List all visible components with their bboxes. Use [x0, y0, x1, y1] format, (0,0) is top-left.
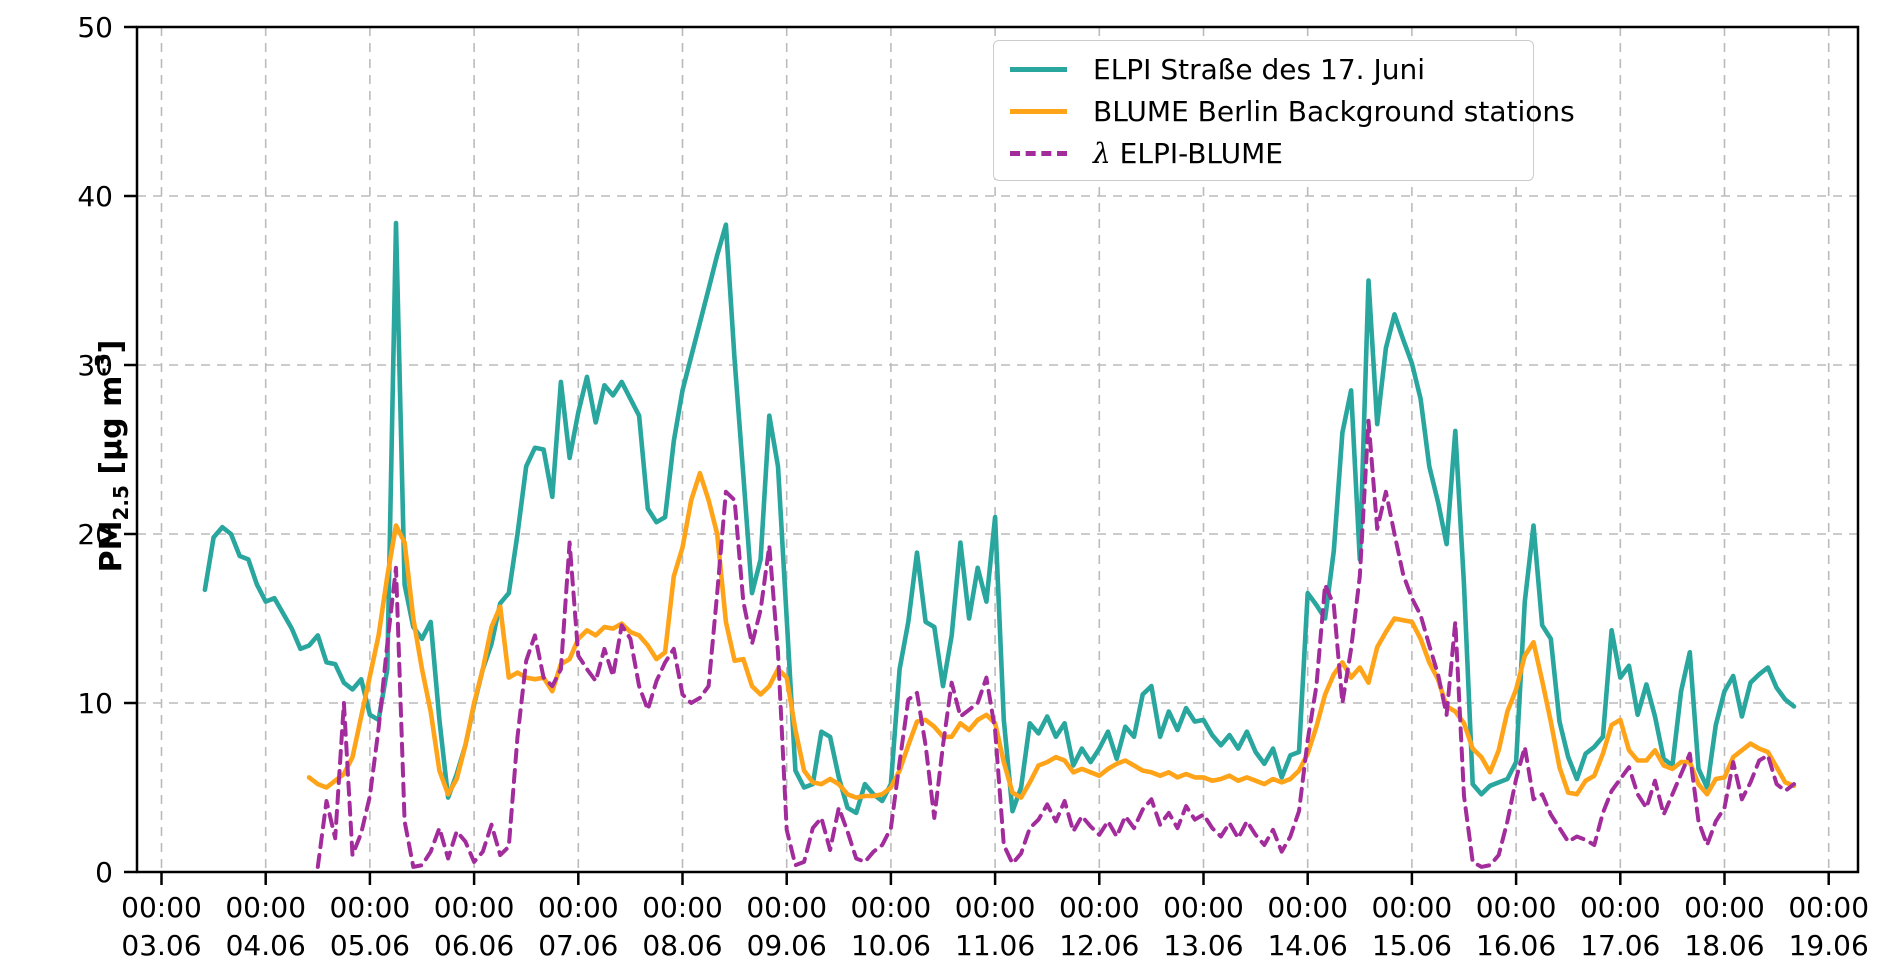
x-tick-date-label: 19.06: [1789, 929, 1869, 962]
x-tick-date-label: 08.06: [642, 929, 722, 962]
legend-item-blume: BLUME Berlin Background stations: [1010, 95, 1575, 128]
x-tick-time-label: 00:00: [1580, 891, 1661, 924]
x-tick-date-label: 05.06: [330, 929, 410, 962]
x-tick-time-label: 00:00: [434, 891, 515, 924]
series-line-blume: [306, 470, 1797, 800]
x-tick-time-label: 00:00: [1476, 891, 1557, 924]
x-tick-date-label: 09.06: [747, 929, 827, 962]
x-tick-time-label: 00:00: [538, 891, 619, 924]
x-tick-time-label: 00:00: [1684, 891, 1765, 924]
elpi-line-swatch: [1010, 67, 1067, 72]
lambda-line-swatch: [1010, 151, 1067, 156]
x-tick-time-label: 00:00: [1163, 891, 1244, 924]
y-axis-label: PM2.5 [µg m-3]: [91, 339, 133, 573]
y-tick-label: 0: [95, 856, 113, 889]
x-tick-time-label: 00:00: [642, 891, 723, 924]
x-tick-time-label: 00:00: [955, 891, 1036, 924]
x-tick-time-label: 00:00: [1372, 891, 1453, 924]
legend: ELPI Straße des 17. Juni BLUME Berlin Ba…: [993, 40, 1575, 181]
x-tick-date-label: 04.06: [226, 929, 306, 962]
series-line-lambda: [315, 418, 1796, 869]
plot-border: [135, 25, 1860, 874]
y-tick-label: 40: [77, 180, 113, 213]
x-tick-date-label: 15.06: [1372, 929, 1452, 962]
x-tick-time-label: 00:00: [746, 891, 827, 924]
y-tick-label: 30: [77, 349, 113, 382]
x-tick-date-label: 07.06: [538, 929, 618, 962]
y-tick-label: 50: [77, 11, 113, 44]
x-tick-date-label: 03.06: [121, 929, 201, 962]
legend-item-lambda: λ ELPI-BLUME: [1010, 137, 1515, 170]
x-tick-time-label: 00:00: [1267, 891, 1348, 924]
x-tick-time-label: 00:00: [330, 891, 411, 924]
x-tick-date-label: 14.06: [1268, 929, 1348, 962]
x-tick-time-label: 00:00: [1788, 891, 1869, 924]
legend-item-label: λ ELPI-BLUME: [1093, 137, 1283, 170]
x-tick-time-label: 00:00: [225, 891, 306, 924]
x-tick-time-label: 00:00: [121, 891, 202, 924]
y-tick-label: 20: [77, 518, 113, 551]
x-tick-date-label: 13.06: [1163, 929, 1243, 962]
x-tick-time-label: 00:00: [1059, 891, 1140, 924]
x-tick-date-label: 12.06: [1059, 929, 1139, 962]
series-line-elpi: [202, 220, 1797, 816]
x-tick-date-label: 16.06: [1476, 929, 1556, 962]
x-tick-date-label: 18.06: [1684, 929, 1764, 962]
legend-item-label: BLUME Berlin Background stations: [1093, 95, 1575, 128]
legend-item-label: ELPI Straße des 17. Juni: [1093, 53, 1425, 86]
x-tick-date-label: 10.06: [851, 929, 931, 962]
x-tick-date-label: 06.06: [434, 929, 514, 962]
blume-line-swatch: [1010, 109, 1067, 114]
x-tick-date-label: 17.06: [1580, 929, 1660, 962]
y-tick-label: 10: [77, 687, 113, 720]
legend-item-elpi: ELPI Straße des 17. Juni: [1010, 53, 1515, 86]
x-tick-time-label: 00:00: [851, 891, 932, 924]
x-tick-date-label: 11.06: [955, 929, 1035, 962]
